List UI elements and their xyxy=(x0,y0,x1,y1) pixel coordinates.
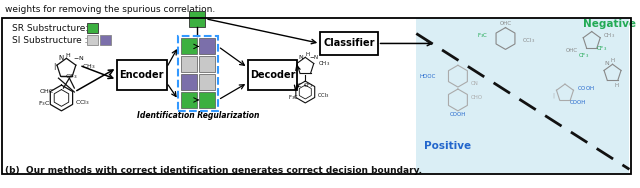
Bar xyxy=(199,56,215,72)
Bar xyxy=(199,74,215,90)
Bar xyxy=(181,56,197,72)
Bar xyxy=(87,35,98,45)
Text: $\mathdefault{F_3C}$: $\mathdefault{F_3C}$ xyxy=(289,93,300,102)
Text: OHC: OHC xyxy=(291,83,302,88)
Bar xyxy=(181,92,197,108)
Text: OHC: OHC xyxy=(566,48,578,53)
Text: $\mathdefault{CF_3}$: $\mathdefault{CF_3}$ xyxy=(303,81,314,89)
Text: CHO: CHO xyxy=(471,96,483,100)
Bar xyxy=(199,39,215,54)
Text: SI Substructure :: SI Substructure : xyxy=(12,36,88,45)
Text: $\mathdefault{CF_3}$: $\mathdefault{CF_3}$ xyxy=(596,44,607,53)
Text: |: | xyxy=(292,64,294,69)
Text: $\mathdefault{COOH}$: $\mathdefault{COOH}$ xyxy=(577,84,595,92)
Bar xyxy=(181,39,197,54)
Text: OHC: OHC xyxy=(40,89,54,93)
Text: Positive: Positive xyxy=(424,141,472,151)
Text: HOOC: HOOC xyxy=(420,74,436,79)
Text: $\mathdefault{CCl_3}$: $\mathdefault{CCl_3}$ xyxy=(317,92,330,100)
Text: $\mathdefault{CF_3}$: $\mathdefault{CF_3}$ xyxy=(65,72,77,81)
Text: $\mathdefault{\!-\!N}$: $\mathdefault{\!-\!N}$ xyxy=(309,53,320,61)
Text: N: N xyxy=(59,55,64,61)
Text: CN: CN xyxy=(471,81,479,86)
Text: H: H xyxy=(614,83,619,88)
Bar xyxy=(117,60,166,90)
Text: Decoder: Decoder xyxy=(250,70,295,80)
Text: N: N xyxy=(298,55,303,60)
Text: OHC: OHC xyxy=(499,21,511,26)
Bar xyxy=(199,92,215,108)
Text: Encoder: Encoder xyxy=(120,70,164,80)
Text: $\mathdefault{F_3C}$: $\mathdefault{F_3C}$ xyxy=(477,31,488,40)
Bar xyxy=(248,60,298,90)
Bar xyxy=(189,11,205,27)
Text: $\mathdefault{CH_3}$: $\mathdefault{CH_3}$ xyxy=(83,62,96,71)
Text: $\mathdefault{CF_3}$: $\mathdefault{CF_3}$ xyxy=(578,51,589,60)
Bar xyxy=(87,23,98,33)
Text: SR Substructure:: SR Substructure: xyxy=(12,24,88,33)
Bar xyxy=(179,36,218,111)
Text: weights for removing the spurious correlation.: weights for removing the spurious correl… xyxy=(5,5,215,14)
Text: COOH: COOH xyxy=(570,100,586,105)
Text: $\mathdefault{CH_3}$: $\mathdefault{CH_3}$ xyxy=(603,31,615,40)
Bar xyxy=(181,74,197,90)
Text: $\mathdefault{CCl_3}$: $\mathdefault{CCl_3}$ xyxy=(76,99,90,107)
Text: N: N xyxy=(604,61,609,66)
Text: $\mathdefault{CCl_3}$: $\mathdefault{CCl_3}$ xyxy=(522,36,535,45)
Text: Negative: Negative xyxy=(583,19,636,29)
Text: $\mathdefault{F_3C}$: $\mathdefault{F_3C}$ xyxy=(38,99,50,108)
Text: H: H xyxy=(65,53,70,58)
Text: $\mathdefault{\!-\!N}$: $\mathdefault{\!-\!N}$ xyxy=(74,54,85,62)
Text: |: | xyxy=(53,63,56,70)
Text: Identification Regularization: Identification Regularization xyxy=(137,111,259,120)
Bar xyxy=(416,18,629,173)
Text: (b)  Our methods with correct identification generates correct decision boundary: (b) Our methods with correct identificat… xyxy=(5,166,422,175)
Text: $\mathdefault{CH_3}$: $\mathdefault{CH_3}$ xyxy=(318,59,330,68)
Text: H: H xyxy=(611,58,614,63)
Text: Classifier: Classifier xyxy=(323,39,374,49)
Text: H: H xyxy=(305,52,309,57)
Bar xyxy=(100,35,111,45)
Bar xyxy=(2,18,632,174)
Bar xyxy=(320,32,378,55)
Text: |: | xyxy=(552,92,554,98)
Text: COOH: COOH xyxy=(450,112,466,117)
